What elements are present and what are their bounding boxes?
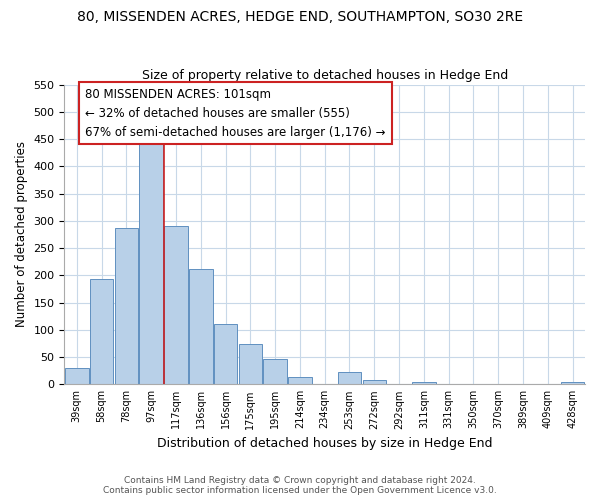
Bar [115,228,138,384]
Bar [214,324,238,384]
Text: 80, MISSENDEN ACRES, HEDGE END, SOUTHAMPTON, SO30 2RE: 80, MISSENDEN ACRES, HEDGE END, SOUTHAMP… [77,10,523,24]
Bar [90,279,113,384]
Title: Size of property relative to detached houses in Hedge End: Size of property relative to detached ho… [142,69,508,82]
Bar [362,380,386,384]
Bar [239,344,262,385]
Text: 80 MISSENDEN ACRES: 101sqm
← 32% of detached houses are smaller (555)
67% of sem: 80 MISSENDEN ACRES: 101sqm ← 32% of deta… [85,88,386,138]
Y-axis label: Number of detached properties: Number of detached properties [15,142,28,328]
Bar [139,134,163,384]
X-axis label: Distribution of detached houses by size in Hedge End: Distribution of detached houses by size … [157,437,493,450]
Bar [338,372,361,384]
Text: Contains HM Land Registry data © Crown copyright and database right 2024.
Contai: Contains HM Land Registry data © Crown c… [103,476,497,495]
Bar [288,377,311,384]
Bar [561,382,584,384]
Bar [189,269,212,384]
Bar [65,368,89,384]
Bar [412,382,436,384]
Bar [164,226,188,384]
Bar [263,359,287,384]
